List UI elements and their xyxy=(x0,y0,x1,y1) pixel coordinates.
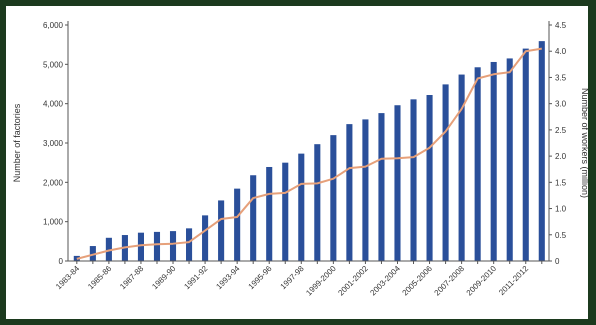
y-tick-label: 5,000 xyxy=(43,60,64,69)
y2-tick-label: 3.5 xyxy=(555,73,567,82)
y-tick-label: 6,000 xyxy=(43,21,64,30)
bar-1999-2000 xyxy=(330,135,337,261)
x-tick-label: 1993-94 xyxy=(214,264,242,292)
bar-1993-94 xyxy=(234,188,241,261)
bar-2009-2010 xyxy=(490,61,497,261)
x-tick-label: 2011-2012 xyxy=(497,264,530,297)
bar-2002-03 xyxy=(378,113,385,261)
x-tick-label: 1983-84 xyxy=(54,264,82,292)
y-tick-label: 4,000 xyxy=(43,100,64,109)
x-tick-label: 1995-96 xyxy=(247,264,275,292)
bar-2005-2006 xyxy=(426,95,433,261)
bar-1995-96 xyxy=(266,166,273,261)
bar-1992-93 xyxy=(218,200,225,261)
bar-1997-98 xyxy=(298,153,305,261)
y2-tick-label: 1.5 xyxy=(555,178,567,187)
x-tick-label: 2005-2006 xyxy=(401,264,435,298)
y2-tick-label: 0 xyxy=(555,257,560,266)
bar-2011-2012 xyxy=(522,48,529,261)
bar-1991-92 xyxy=(202,215,209,261)
y2-tick-label: 1.0 xyxy=(555,205,567,214)
bar-2004-05 xyxy=(410,99,417,261)
x-tick-label: 1997-98 xyxy=(279,264,307,292)
bar-1996-97 xyxy=(282,162,289,261)
chart: 0 1,000 2,000 3,000 4,000 5,000 6,000 0 0.5 1.0 1… xyxy=(12,21,588,298)
bar-2003-2004 xyxy=(394,105,401,262)
x-tick-label: 1987-88 xyxy=(118,264,146,292)
bar-2001-2002 xyxy=(362,119,369,262)
bar-2000-01 xyxy=(346,124,353,262)
y-tick-label: 0 xyxy=(59,257,64,266)
bar-1987-88 xyxy=(137,232,144,261)
x-tick-label: 2001-2002 xyxy=(336,264,370,298)
left-axis-ticks: 0 1,000 2,000 3,000 4,000 5,000 6,000 xyxy=(43,21,68,266)
x-tick-label: 1989-90 xyxy=(150,264,178,292)
y2-tick-label: 2.5 xyxy=(555,126,567,135)
y2-tick-label: 4.5 xyxy=(555,21,567,30)
bar-1988-89 xyxy=(153,231,161,261)
bar-1989-90 xyxy=(169,231,177,261)
bar-1998-99 xyxy=(314,144,321,261)
x-tick-label: 1985-86 xyxy=(86,264,114,292)
x-tick-label: 1991-92 xyxy=(182,264,210,292)
x-tick-label: 2007-2008 xyxy=(433,264,467,298)
workers-line xyxy=(76,47,542,260)
bar-2008-09 xyxy=(474,67,481,261)
right-axis-ticks: 0 0.5 1.0 1.5 2.0 2.5 3.0 3.5 4.0 4.5 xyxy=(549,21,567,266)
bar-1994-95 xyxy=(250,175,257,261)
y2-tick-label: 0.5 xyxy=(555,231,567,240)
line-series xyxy=(76,47,542,260)
bar-2007-2008 xyxy=(458,74,465,261)
bar-1984-85 xyxy=(89,246,96,261)
bar-1990-91 xyxy=(186,228,193,261)
bar-2006-07 xyxy=(442,84,449,261)
y-axis-title: Number of factories xyxy=(12,103,22,182)
chart-frame: 0 1,000 2,000 3,000 4,000 5,000 6,000 0 0.5 1.0 1… xyxy=(6,6,588,319)
y2-axis-title: Number of workers (million) xyxy=(580,88,588,198)
y-tick-label: 3,000 xyxy=(43,139,64,148)
x-tick-label: 1999-2000 xyxy=(304,264,338,298)
axes xyxy=(67,21,550,262)
y2-tick-label: 3.0 xyxy=(555,100,567,109)
bar-series xyxy=(73,41,545,262)
x-tick-label: 2003-2004 xyxy=(368,264,402,298)
bar-2012-13 xyxy=(538,41,545,261)
x-tick-label: 2009-2010 xyxy=(465,264,499,298)
y2-tick-label: 2.0 xyxy=(555,152,567,161)
x-axis-ticks: 1983-84 1985-86 1987-88 1989-90 1991-92 1993-… xyxy=(54,261,543,298)
y-tick-label: 2,000 xyxy=(43,178,64,187)
bar-1985-86 xyxy=(105,237,112,261)
y-tick-label: 1,000 xyxy=(43,218,64,227)
bar-2010-11 xyxy=(506,58,513,262)
y2-tick-label: 4.0 xyxy=(555,47,567,56)
